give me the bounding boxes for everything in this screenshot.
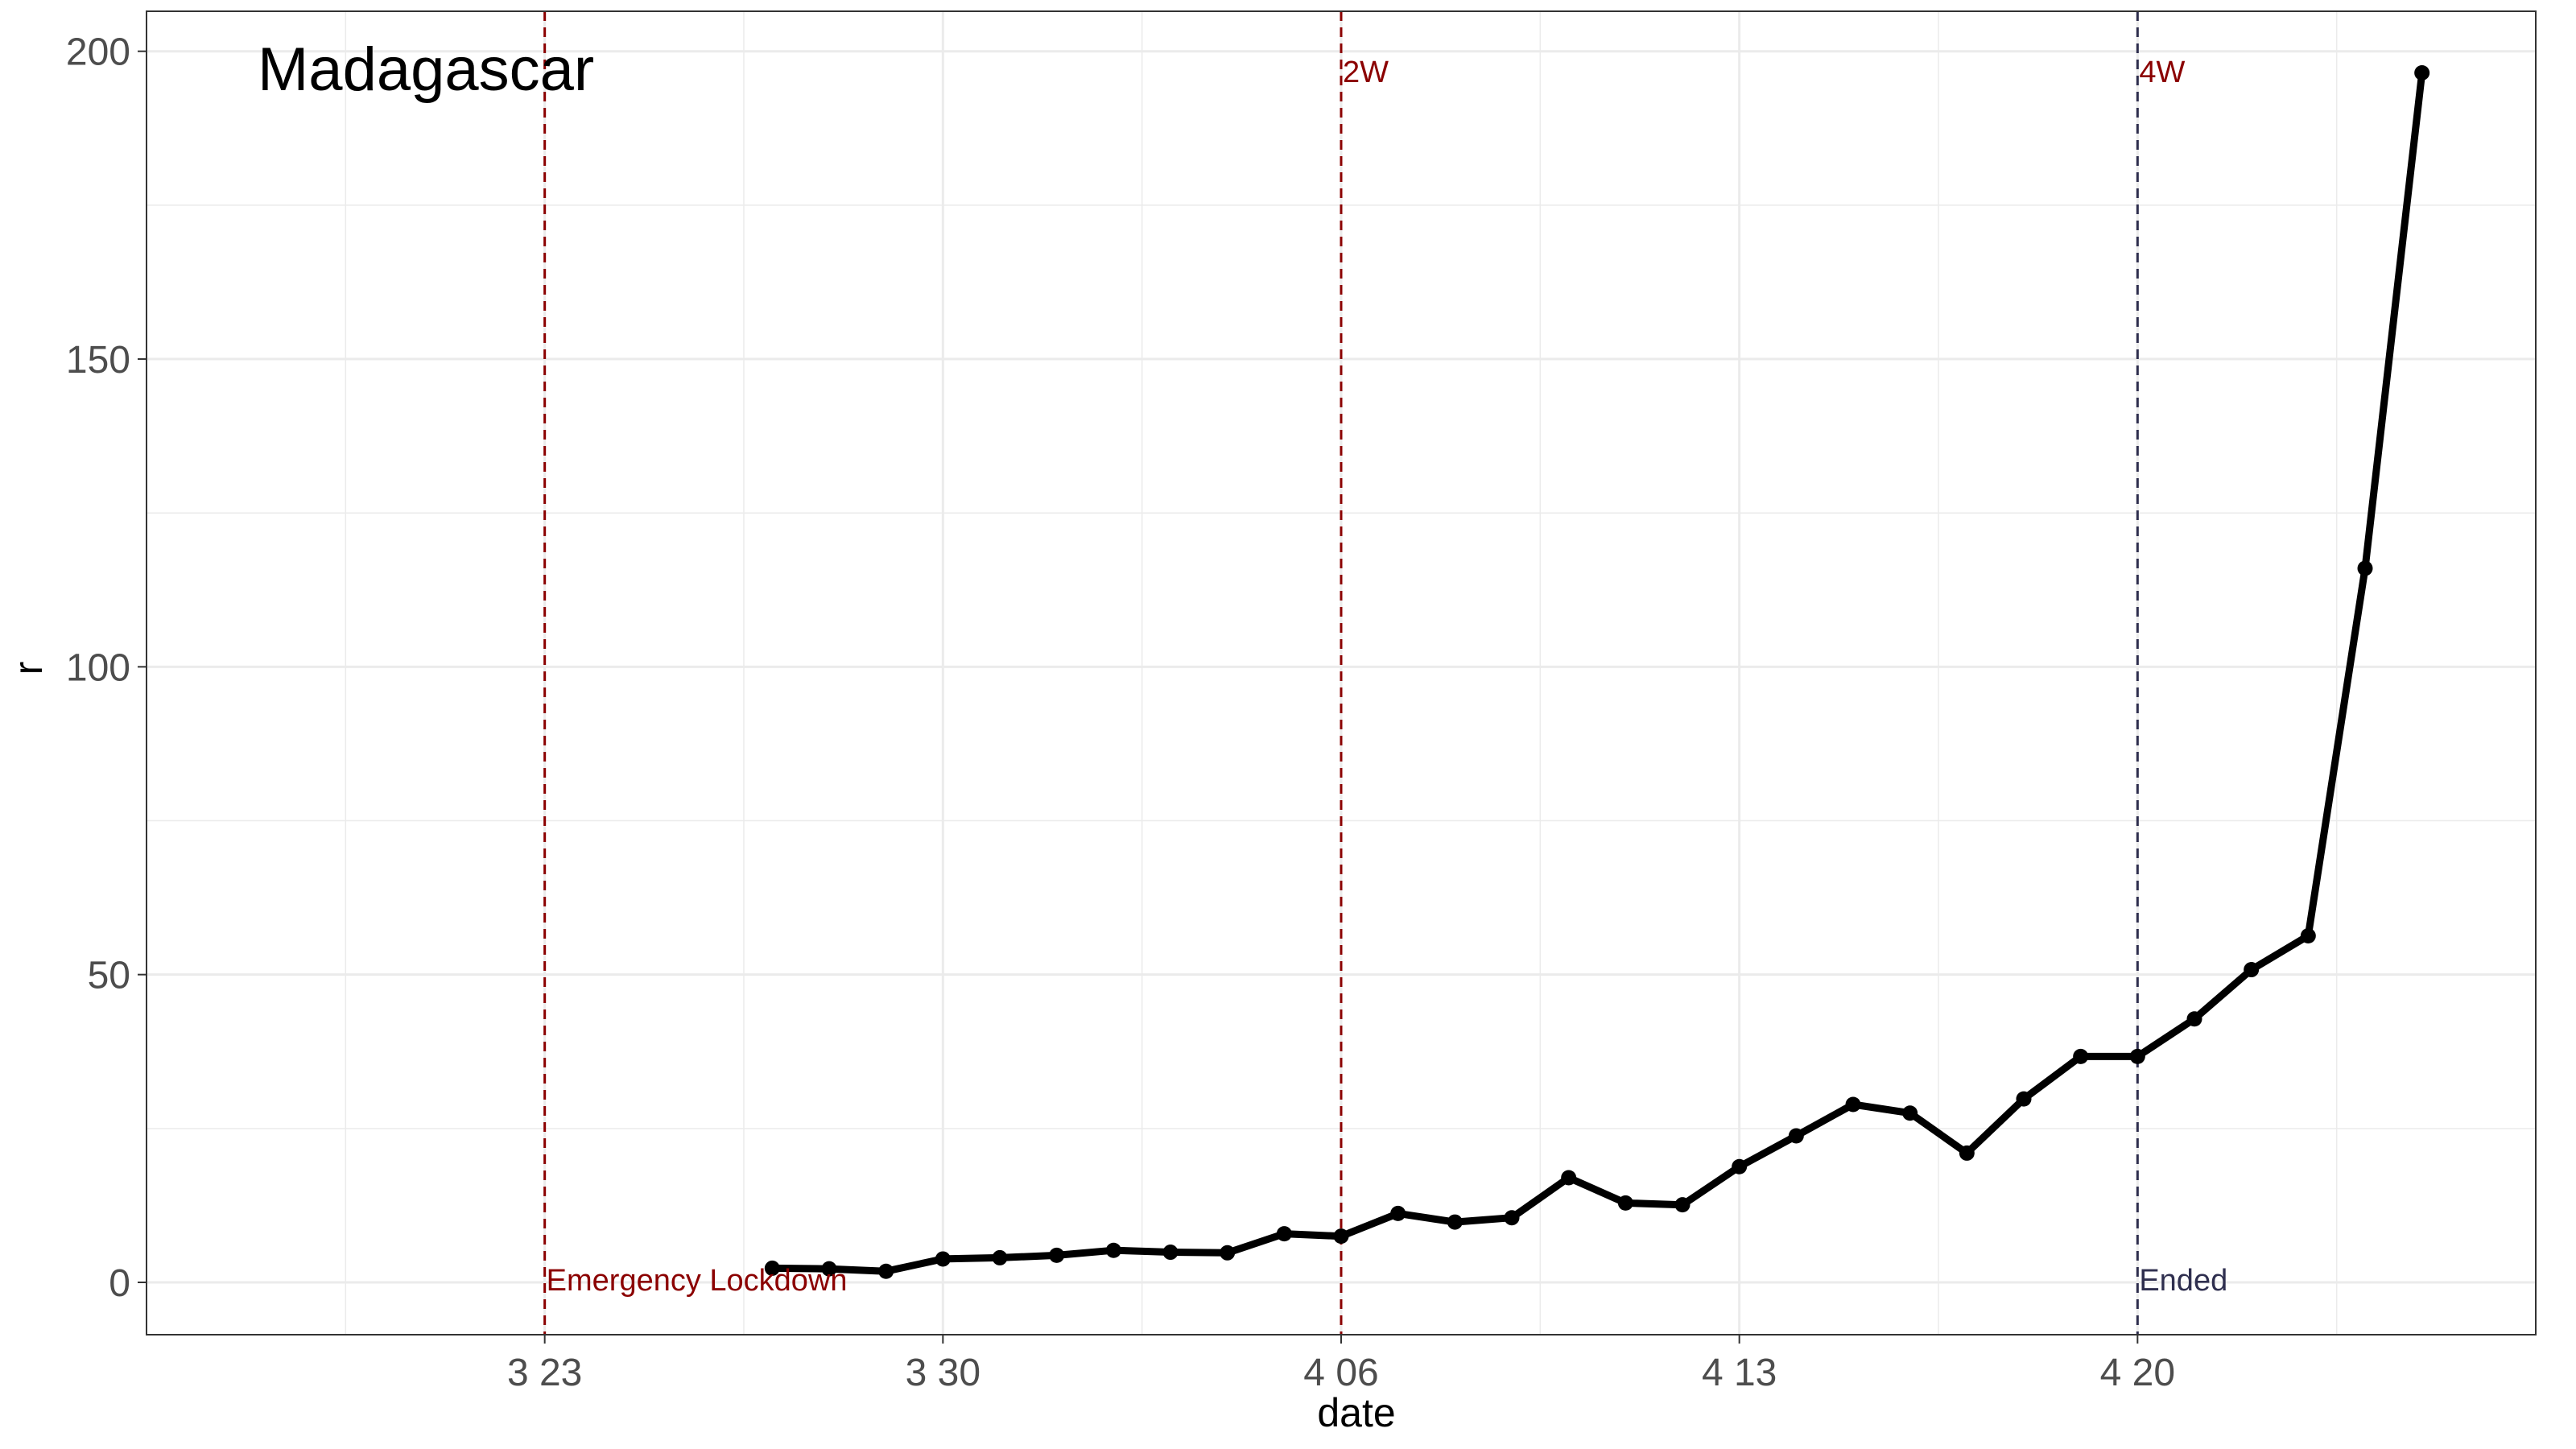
- data-point: [2300, 928, 2316, 944]
- annotation-label: 2W: [1343, 56, 1389, 89]
- x-tick-label: 3 23: [507, 1352, 582, 1394]
- data-point: [1959, 1145, 1975, 1161]
- data-point: [935, 1251, 951, 1267]
- annotation-label: Ended: [2139, 1264, 2227, 1298]
- data-point: [1674, 1197, 1690, 1213]
- data-point: [1162, 1245, 1179, 1261]
- y-tick-label: 150: [66, 339, 130, 382]
- data-point: [878, 1263, 894, 1279]
- data-point: [1845, 1096, 1861, 1113]
- annotation-label: 4W: [2139, 56, 2185, 89]
- chart-title: Madagascar: [258, 35, 594, 104]
- data-point: [1504, 1210, 1520, 1226]
- data-point: [2186, 1011, 2202, 1027]
- data-point: [1105, 1242, 1121, 1258]
- data-point: [821, 1261, 837, 1277]
- y-tick-label: 50: [88, 955, 130, 997]
- x-axis-title: date: [1317, 1390, 1395, 1435]
- series-layer: [764, 64, 2430, 1279]
- annotation-label: Emergency Lockdown: [547, 1264, 848, 1298]
- x-axis: 3 23 3 30 4 06 4 13 4 20: [507, 1335, 2175, 1394]
- data-point: [2016, 1091, 2032, 1107]
- data-point: [764, 1260, 780, 1276]
- data-point: [2357, 560, 2373, 576]
- data-point: [992, 1249, 1008, 1265]
- x-tick-label: 4 13: [1702, 1352, 1777, 1394]
- data-point: [2414, 64, 2430, 80]
- data-point: [2244, 962, 2260, 978]
- data-point: [2129, 1048, 2145, 1064]
- data-point: [1902, 1105, 1918, 1121]
- data-point: [1788, 1128, 1804, 1144]
- y-tick-label: 200: [66, 31, 130, 74]
- data-point: [1617, 1195, 1633, 1211]
- y-tick-label: 0: [109, 1262, 130, 1305]
- data-point: [1390, 1205, 1406, 1221]
- x-tick-label: 4 20: [2100, 1352, 2175, 1394]
- y-tick-label: 100: [66, 646, 130, 689]
- data-point: [1561, 1170, 1577, 1186]
- data-point: [1447, 1214, 1463, 1230]
- data-point: [2073, 1048, 2089, 1064]
- data-point: [1220, 1245, 1236, 1261]
- data-point: [1333, 1228, 1349, 1245]
- x-tick-label: 3 30: [906, 1352, 980, 1394]
- annotation-labels: Emergency Lockdown 2W 4W Ended: [547, 56, 2228, 1298]
- annotation-lines: [543, 11, 2139, 1335]
- series-line: [768, 69, 2426, 1275]
- data-point: [1049, 1247, 1065, 1263]
- x-tick-label: 4 06: [1303, 1352, 1378, 1394]
- data-point: [1276, 1226, 1292, 1242]
- y-axis: 0 50 100 150 200: [66, 31, 147, 1305]
- y-axis-title: r: [6, 662, 51, 675]
- data-point: [1732, 1158, 1748, 1174]
